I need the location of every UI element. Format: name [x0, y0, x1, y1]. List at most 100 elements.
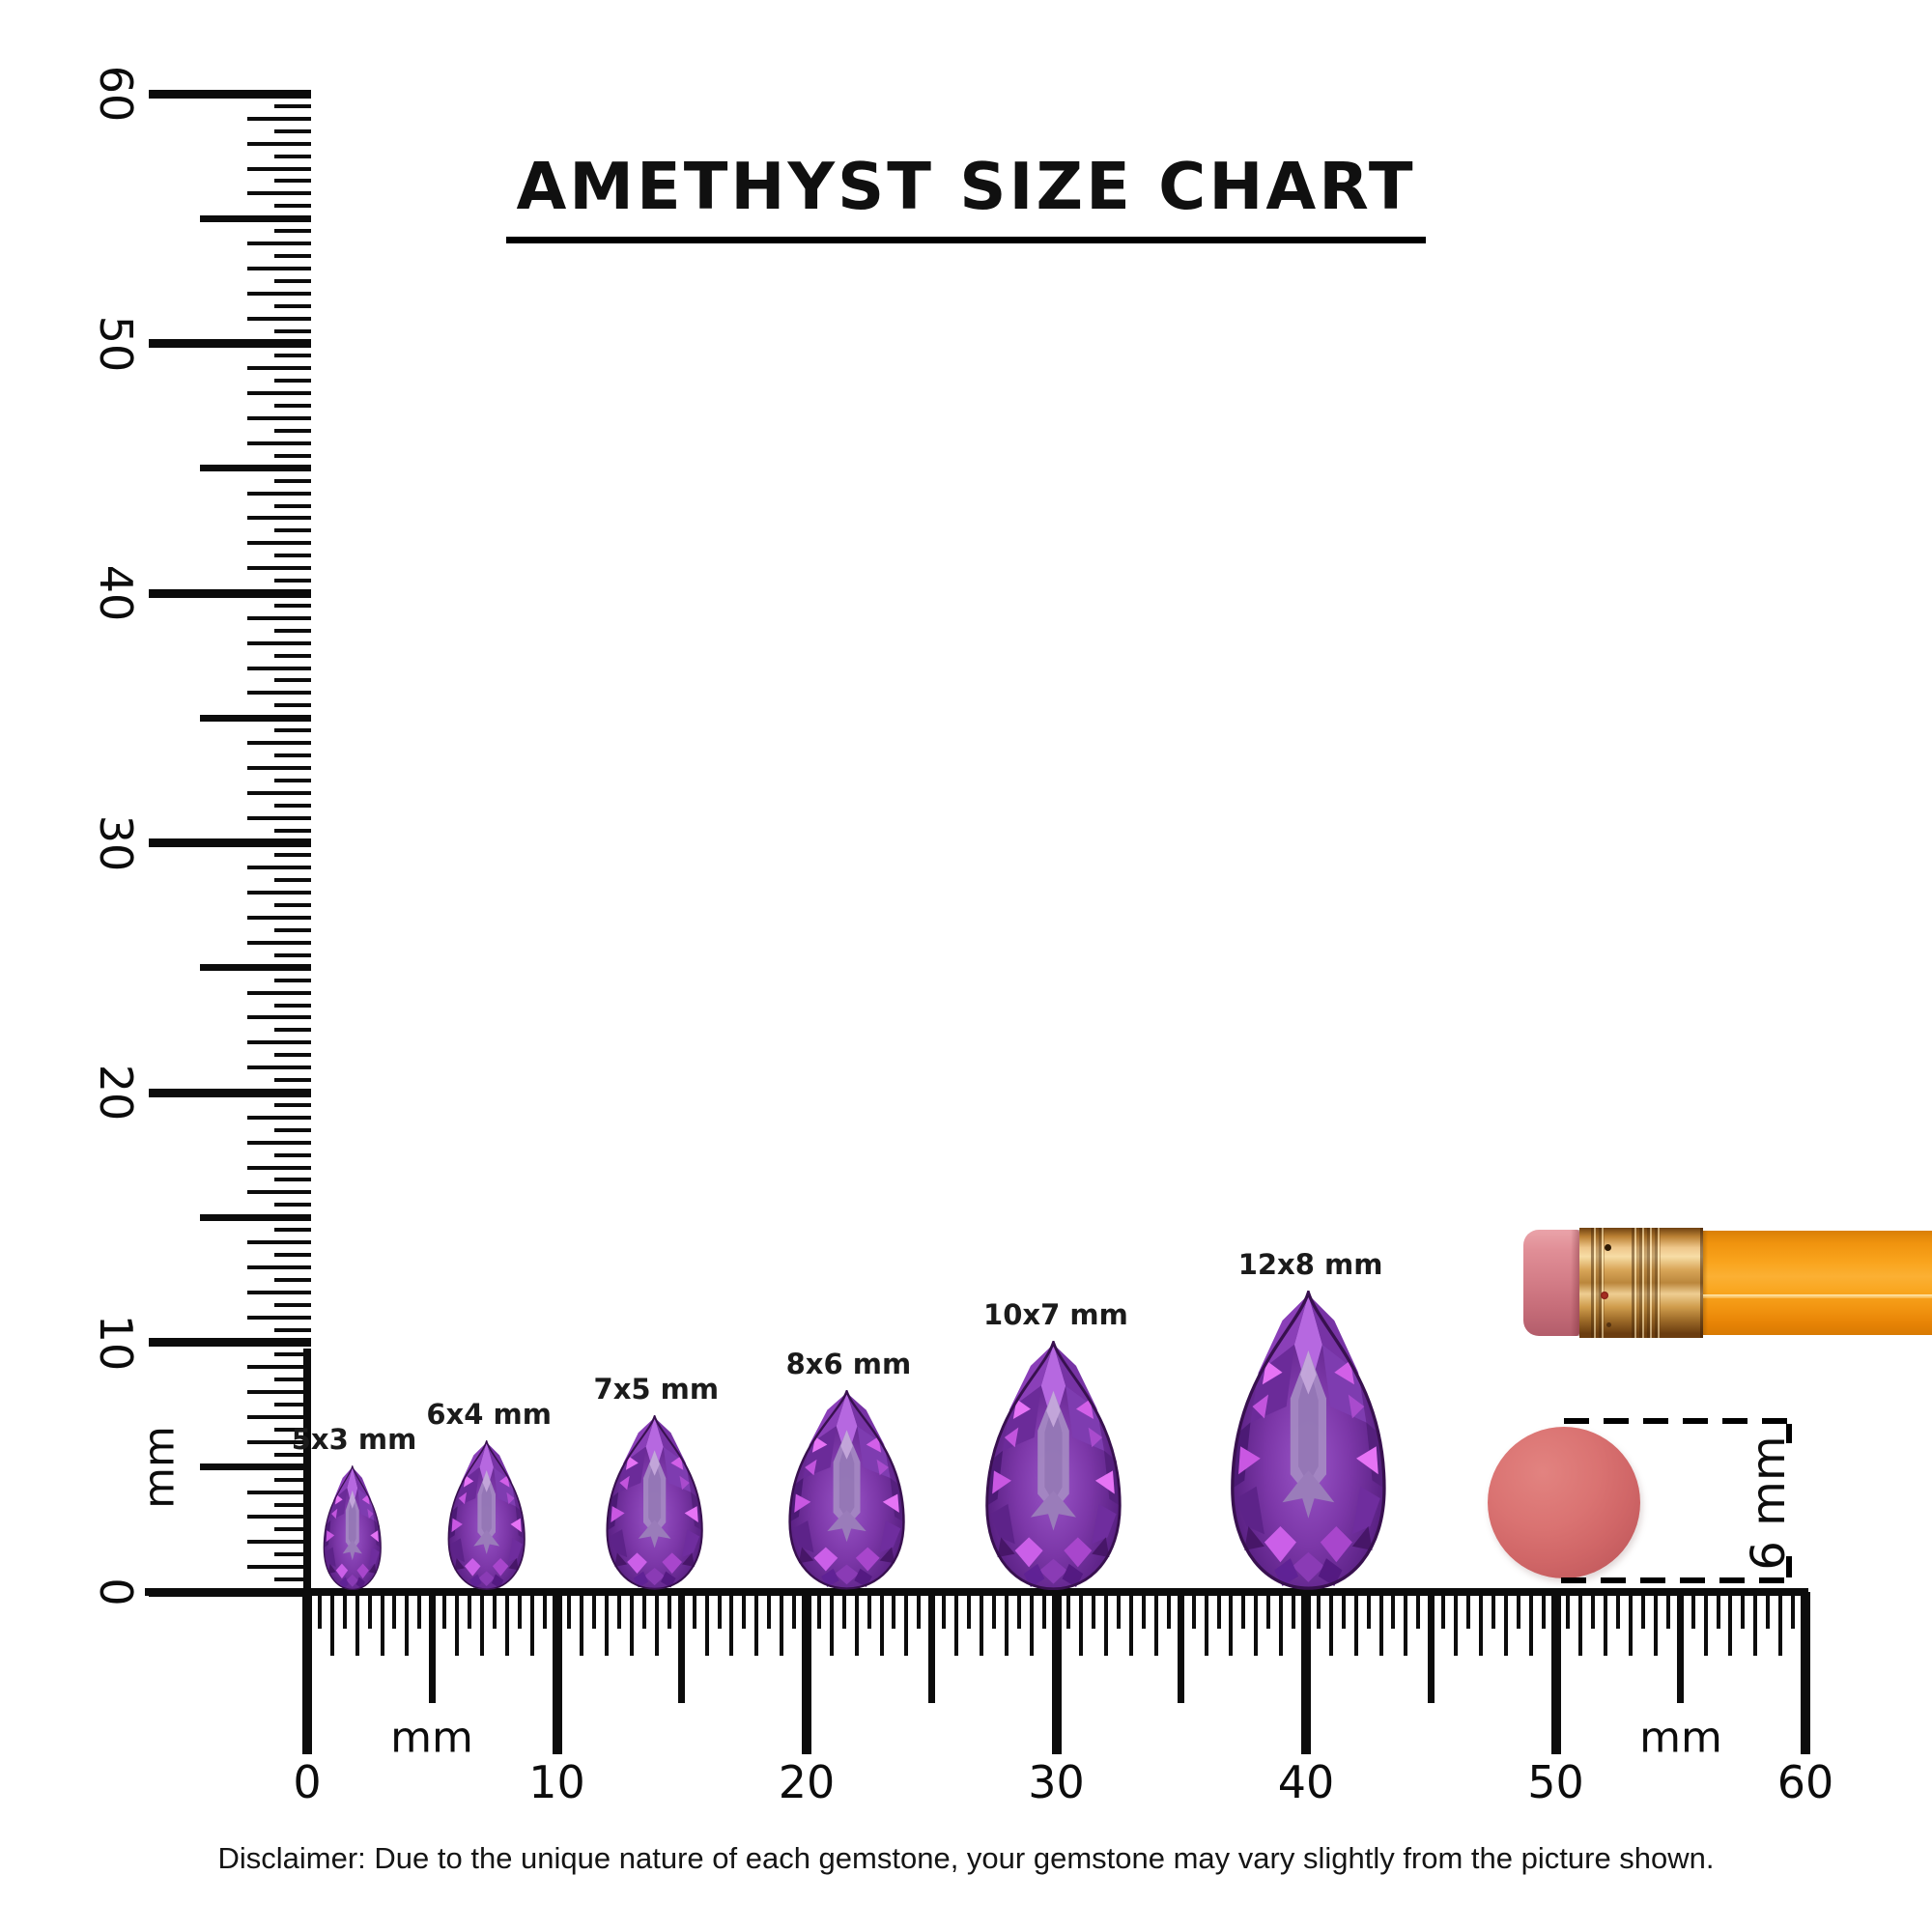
v-ruler-tick — [247, 1515, 311, 1520]
h-ruler-tick — [1004, 1592, 1009, 1656]
v-ruler-tick — [247, 1565, 311, 1570]
v-ruler-tick — [247, 541, 311, 546]
v-ruler-tick — [274, 728, 311, 733]
h-ruler-tick — [1241, 1592, 1246, 1629]
amethyst-gem-12x8mm — [1231, 1291, 1386, 1590]
h-ruler-tick — [1640, 1592, 1645, 1629]
v-ruler-tick — [247, 741, 311, 746]
v-ruler-tick — [200, 214, 311, 222]
pencil-eraser — [1523, 1230, 1579, 1336]
horizontal-ruler-baseline — [145, 1588, 1808, 1596]
v-ruler-tick — [274, 1127, 311, 1132]
h-ruler-tick — [967, 1592, 972, 1629]
h-ruler-tick — [1029, 1592, 1034, 1656]
h-ruler-tick — [580, 1592, 584, 1656]
v-ruler-tick — [274, 1302, 311, 1307]
v-ruler-tick — [247, 866, 311, 870]
h-ruler-tick — [1041, 1592, 1046, 1629]
v-ruler-tick — [247, 615, 311, 620]
h-ruler-major-tick — [1301, 1592, 1311, 1754]
h-ruler-tick — [468, 1592, 472, 1629]
v-ruler-tick — [274, 103, 311, 108]
h-ruler-tick — [1541, 1592, 1546, 1629]
h-ruler-tick — [1178, 1592, 1185, 1703]
v-ruler-tick — [274, 1502, 311, 1507]
dimension-dashed-line-bottom — [1561, 1577, 1796, 1583]
v-ruler-tick — [274, 678, 311, 683]
gem-pear-shape — [788, 1390, 905, 1590]
v-ruler-tick — [274, 503, 311, 508]
h-ruler-tick — [1216, 1592, 1221, 1629]
h-ruler-tick — [1391, 1592, 1396, 1629]
h-ruler-number: 0 — [293, 1756, 322, 1808]
v-ruler-tick — [274, 1452, 311, 1457]
eraser-end-circle — [1488, 1427, 1640, 1578]
v-ruler-tick — [247, 1390, 311, 1395]
h-ruler-number: 50 — [1527, 1756, 1584, 1808]
v-ruler-tick — [274, 1277, 311, 1282]
v-ruler-tick — [274, 1053, 311, 1058]
v-ruler-tick — [274, 1228, 311, 1233]
h-ruler-tick — [1279, 1592, 1284, 1656]
h-ruler-tick — [1427, 1592, 1435, 1703]
gem-size-label: 12x8 mm — [1237, 1247, 1383, 1281]
h-ruler-tick — [1404, 1592, 1408, 1656]
v-ruler-tick — [247, 1015, 311, 1020]
h-ruler-tick — [1266, 1592, 1271, 1629]
v-ruler-tick — [247, 815, 311, 820]
h-ruler-tick — [942, 1592, 947, 1629]
h-ruler-tick — [1166, 1592, 1171, 1629]
h-ruler-tick — [692, 1592, 696, 1629]
h-ruler-tick — [1491, 1592, 1495, 1629]
ferrule-dimple — [1601, 1292, 1608, 1299]
h-ruler-tick — [1766, 1592, 1771, 1629]
v-ruler-tick — [247, 242, 311, 246]
h-ruler-number: 30 — [1028, 1756, 1085, 1808]
v-ruler-major-tick — [149, 1338, 311, 1347]
h-ruler-tick — [867, 1592, 871, 1629]
h-ruler-tick — [1141, 1592, 1146, 1629]
h-ruler-tick — [392, 1592, 397, 1629]
pencil-image — [1523, 1228, 1932, 1338]
v-ruler-tick — [247, 266, 311, 270]
v-ruler-tick — [247, 116, 311, 121]
v-ruler-tick — [274, 978, 311, 982]
v-ruler-tick — [247, 1140, 311, 1145]
v-ruler-tick — [274, 878, 311, 883]
v-ruler-tick — [247, 141, 311, 146]
v-ruler-tick — [274, 404, 311, 409]
v-ruler-tick — [274, 952, 311, 957]
horizontal-ruler-unit-label-right: mm — [1639, 1713, 1722, 1763]
h-ruler-tick — [605, 1592, 610, 1656]
v-ruler-tick — [274, 179, 311, 184]
h-ruler-tick — [1703, 1592, 1708, 1656]
v-ruler-tick — [274, 1152, 311, 1157]
v-ruler-tick — [274, 1477, 311, 1482]
h-ruler-tick — [355, 1592, 359, 1656]
v-ruler-tick — [247, 291, 311, 296]
h-ruler-tick — [641, 1592, 646, 1629]
h-ruler-tick — [1728, 1592, 1733, 1656]
v-ruler-tick — [247, 790, 311, 795]
v-ruler-tick — [274, 328, 311, 333]
v-ruler-tick — [247, 640, 311, 645]
v-ruler-tick — [274, 803, 311, 808]
h-ruler-tick — [841, 1592, 846, 1629]
h-ruler-tick — [517, 1592, 522, 1629]
h-ruler-major-tick — [1550, 1592, 1561, 1754]
h-ruler-major-tick — [302, 1592, 312, 1754]
gem-size-label: 8x6 mm — [785, 1348, 912, 1381]
h-ruler-tick — [1677, 1592, 1685, 1703]
h-ruler-tick — [879, 1592, 884, 1656]
v-ruler-tick — [274, 828, 311, 833]
gem-size-label: 7x5 mm — [593, 1373, 720, 1406]
v-ruler-tick — [247, 940, 311, 945]
h-ruler-tick — [927, 1592, 935, 1703]
v-ruler-tick — [274, 128, 311, 133]
h-ruler-tick — [1566, 1592, 1571, 1629]
h-ruler-tick — [428, 1592, 436, 1703]
h-ruler-tick — [1454, 1592, 1459, 1656]
h-ruler-tick — [667, 1592, 671, 1629]
h-ruler-tick — [1665, 1592, 1670, 1629]
